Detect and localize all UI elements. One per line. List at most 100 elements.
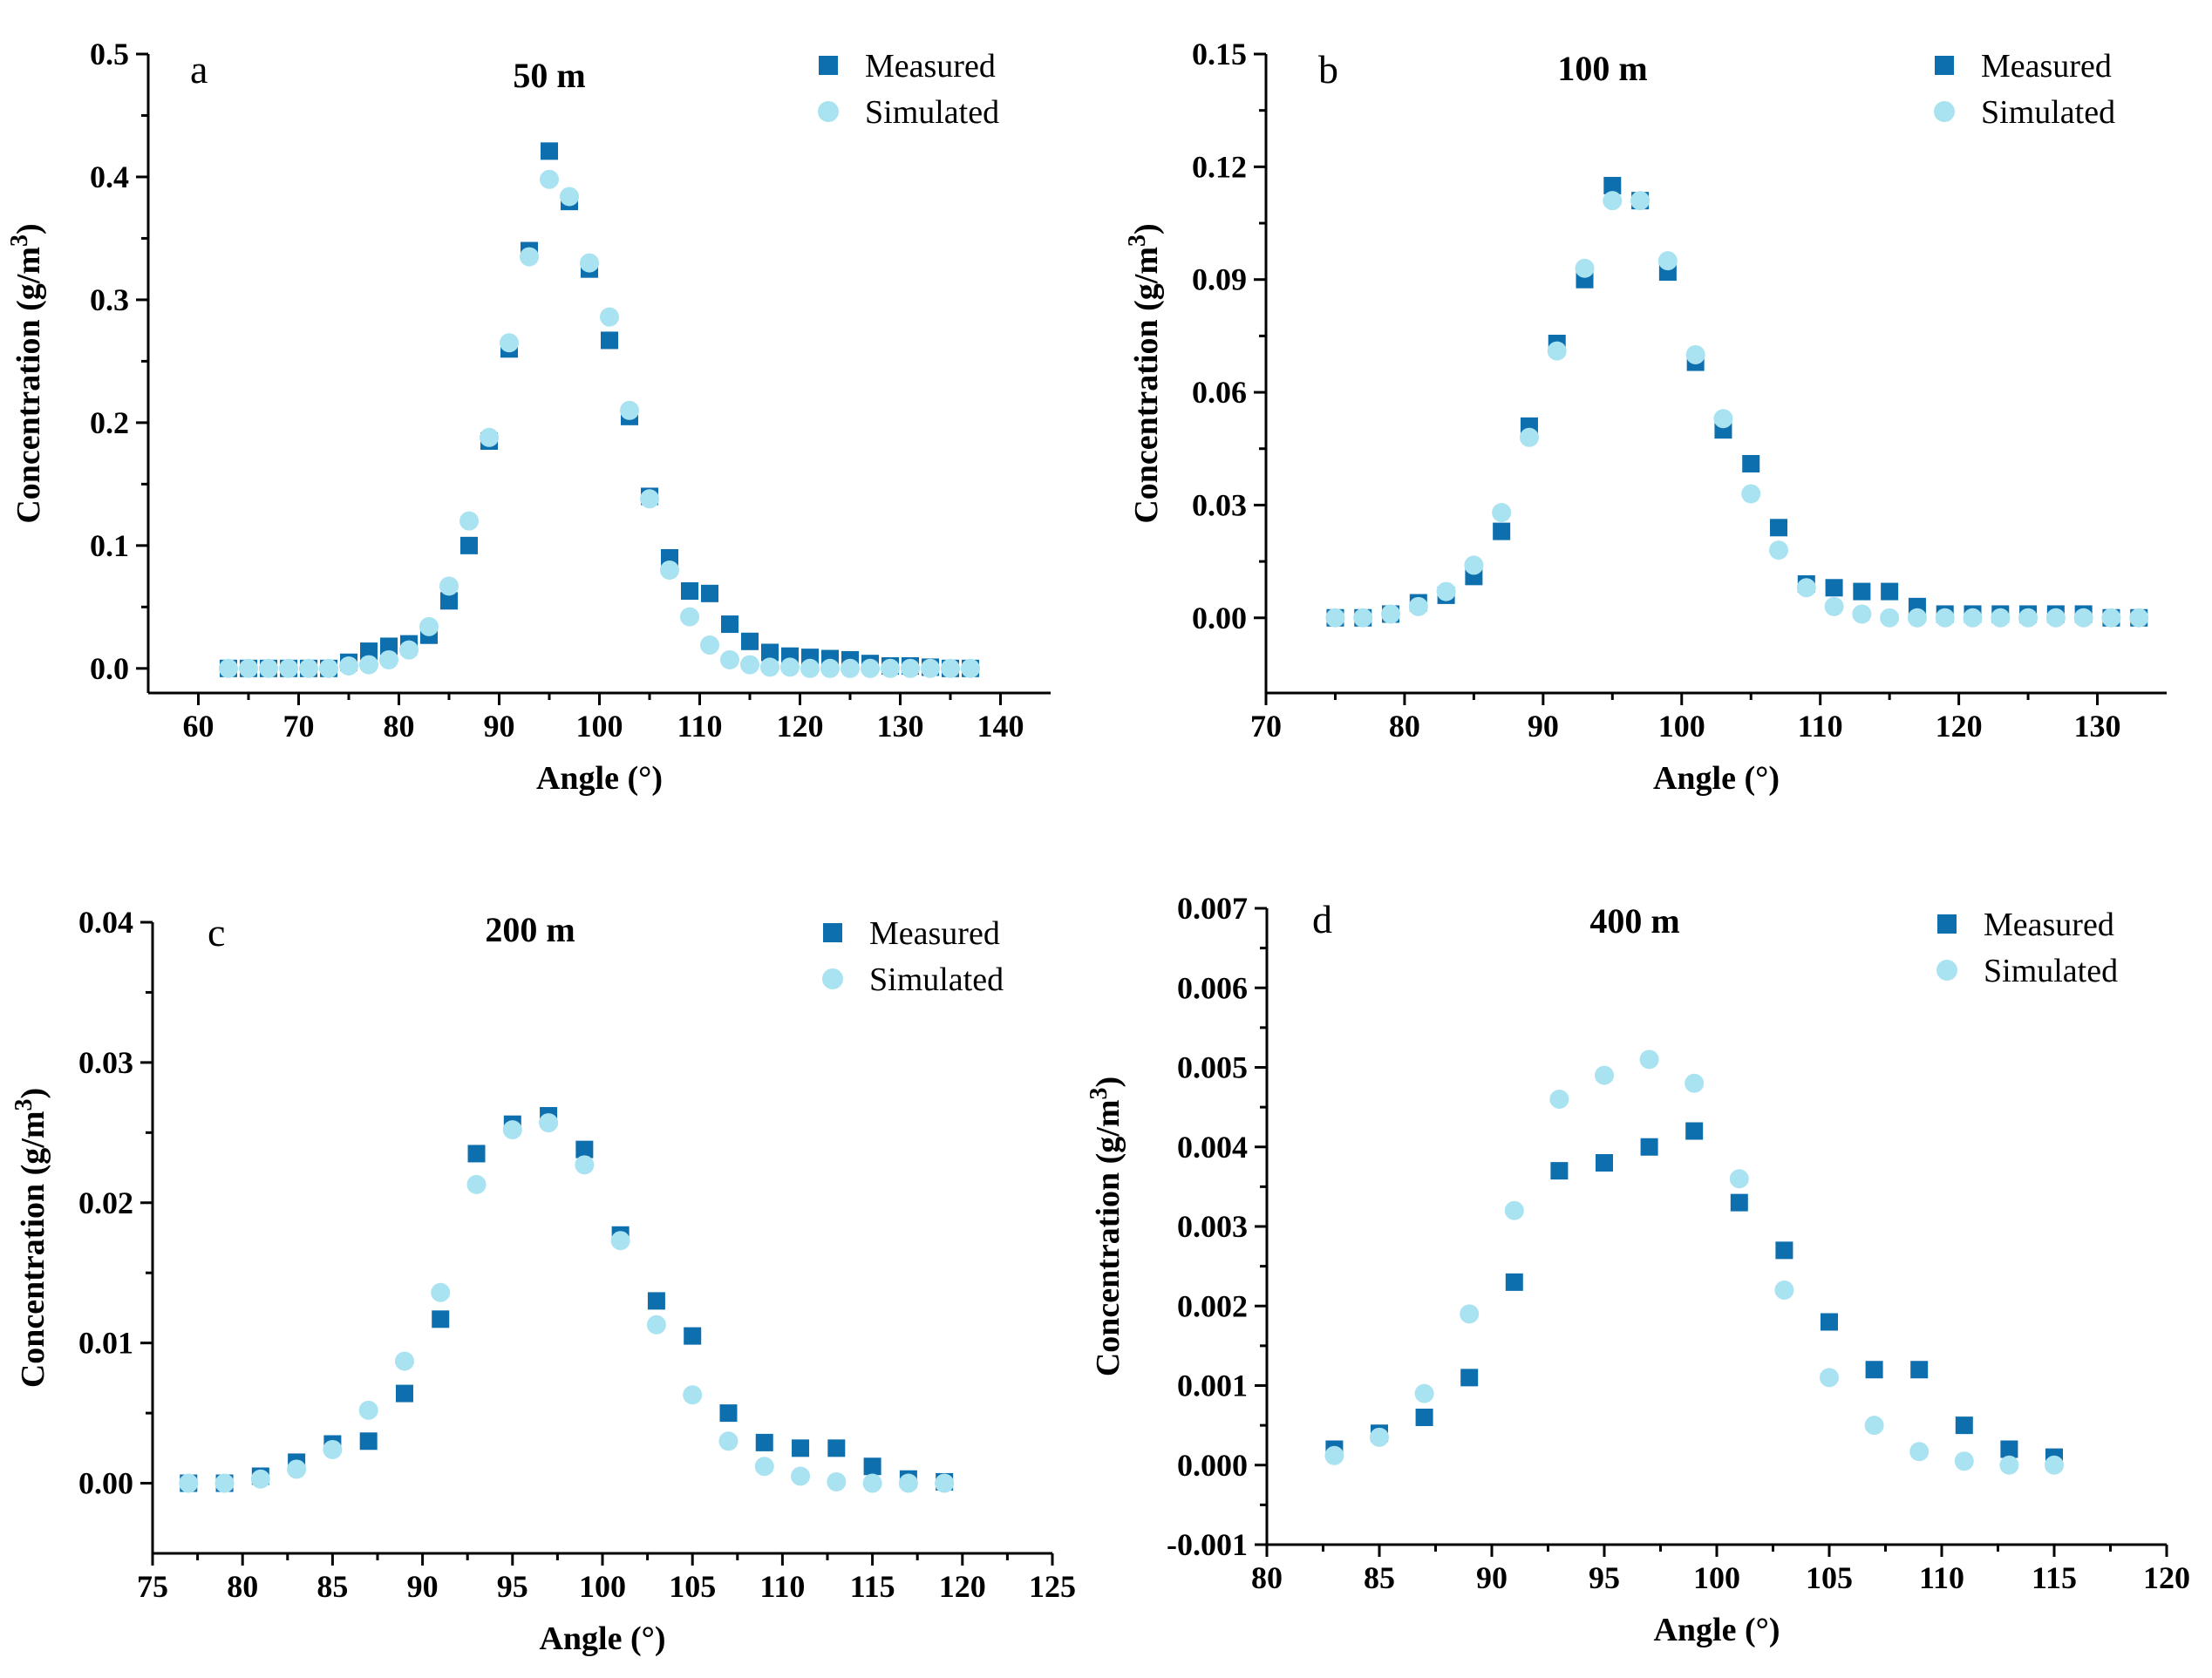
- y-tick-label: 0.005: [1177, 1050, 1248, 1085]
- simulated-point: [500, 333, 519, 353]
- y-tick-label: 0.02: [78, 1185, 133, 1220]
- simulated-point: [358, 1400, 378, 1420]
- series-simulated: [1325, 191, 2149, 628]
- simulated-point: [2129, 608, 2149, 628]
- x-tick-label: 100: [1693, 1560, 1740, 1595]
- measured-point: [432, 1310, 450, 1328]
- simulated-point: [1852, 604, 1872, 624]
- simulated-point: [646, 1315, 666, 1335]
- measured-point: [863, 1457, 881, 1476]
- simulated-point: [2101, 608, 2121, 628]
- measured-point: [1881, 582, 1899, 601]
- y-tick-label: 0.0: [90, 651, 129, 686]
- simulated-point: [1492, 503, 1512, 523]
- simulated-point: [827, 1471, 847, 1491]
- simulated-point: [800, 658, 820, 678]
- legend: Measured Simulated: [822, 915, 1004, 998]
- x-tick-label: 70: [1250, 709, 1282, 744]
- x-tick-label: 115: [2032, 1560, 2077, 1595]
- x-axis-title: Angle (°): [539, 1620, 665, 1657]
- simulated-point: [862, 1473, 882, 1493]
- simulated-point: [323, 1439, 343, 1459]
- y-tick-label: 0.09: [1192, 262, 1247, 297]
- y-tick-label: -0.001: [1167, 1527, 1248, 1562]
- x-tick-label: 120: [777, 709, 824, 744]
- simulated-point: [431, 1282, 451, 1302]
- y-tick-label: 0.3: [90, 282, 129, 317]
- x-tick-label: 105: [1806, 1560, 1853, 1595]
- simulated-point: [466, 1174, 487, 1194]
- simulated-point: [780, 657, 800, 677]
- x-tick-label: 120: [939, 1569, 986, 1604]
- simulated-point: [1796, 578, 1816, 598]
- simulated-point: [1353, 608, 1373, 628]
- y-tick-label: 0.007: [1177, 891, 1248, 926]
- measured-point: [1493, 522, 1511, 540]
- measured-point: [1825, 579, 1843, 597]
- measured-point: [395, 1384, 413, 1403]
- panel-letter: a: [190, 47, 208, 92]
- simulated-point: [250, 1469, 270, 1489]
- panel-title: 400 m: [1589, 901, 1679, 941]
- simulated-point: [1639, 1050, 1659, 1070]
- simulated-point: [1547, 341, 1567, 361]
- y-tick-label: 0.1: [90, 528, 129, 563]
- x-axis-title: Angle (°): [1653, 1612, 1780, 1648]
- y-axis-title: Concentration (g/m3): [1086, 1077, 1126, 1376]
- series-simulated: [219, 169, 980, 678]
- measured-point: [440, 592, 458, 610]
- simulated-point: [1603, 191, 1623, 211]
- simulated-point: [1436, 581, 1456, 601]
- simulated-point: [1685, 1073, 1705, 1093]
- simulated-point: [610, 1231, 630, 1251]
- panel-letter: c: [208, 910, 225, 954]
- simulated-point: [1408, 596, 1428, 616]
- simulated-point: [881, 658, 900, 678]
- panel-title: 200 m: [485, 910, 575, 949]
- simulated-point: [2045, 1455, 2064, 1475]
- x-tick-label: 80: [1251, 1560, 1283, 1595]
- simulated-point: [502, 1120, 522, 1140]
- measured-point: [1821, 1313, 1838, 1331]
- x-tick-label: 110: [759, 1569, 805, 1604]
- x-tick-label: 105: [669, 1569, 716, 1604]
- y-tick-label: 0.12: [1192, 149, 1247, 184]
- y-axis-title: Concentration (g/m3): [10, 1088, 51, 1388]
- simulated-point: [394, 1351, 414, 1371]
- x-axis-title: Angle (°): [1653, 760, 1780, 797]
- x-tick-label: 90: [1528, 709, 1559, 744]
- simulated-point: [600, 307, 619, 327]
- series-measured: [180, 1107, 954, 1492]
- simulated-point: [560, 187, 579, 207]
- measured-point: [1603, 176, 1622, 194]
- y-tick-label: 0.15: [1192, 37, 1247, 71]
- legend-simulated-marker: [818, 101, 839, 122]
- simulated-point: [580, 253, 599, 273]
- simulated-point: [2018, 608, 2038, 628]
- simulated-point: [1549, 1090, 1569, 1109]
- legend-measured-marker: [1935, 56, 1954, 75]
- legend: Measured Simulated: [1936, 907, 2118, 989]
- measured-point: [541, 142, 558, 160]
- simulated-point: [791, 1466, 811, 1486]
- x-tick-label: 95: [1589, 1560, 1620, 1595]
- x-tick-label: 80: [227, 1569, 258, 1604]
- simulated-point: [1575, 258, 1595, 278]
- y-tick-label: 0.000: [1177, 1448, 1248, 1483]
- y-tick-label: 0.004: [1177, 1130, 1248, 1165]
- y-tick-label: 0.00: [1192, 601, 1247, 635]
- simulated-point: [359, 655, 378, 675]
- simulated-point: [901, 658, 920, 678]
- simulated-point: [898, 1473, 918, 1493]
- measured-point: [701, 584, 718, 602]
- simulated-point: [279, 658, 298, 678]
- simulated-point: [1820, 1368, 1839, 1388]
- measured-point: [1415, 1409, 1433, 1426]
- panel-c: 75 80 85 90 95 100 105 110 115 120 125 0.00 0.01 0.02…: [10, 905, 1076, 1657]
- y-tick-label: 0.2: [90, 405, 129, 440]
- simulated-point: [620, 400, 639, 420]
- simulated-point: [1729, 1169, 1749, 1189]
- simulated-point: [179, 1473, 199, 1493]
- simulated-point: [941, 658, 960, 678]
- x-tick-label: 120: [2143, 1560, 2190, 1595]
